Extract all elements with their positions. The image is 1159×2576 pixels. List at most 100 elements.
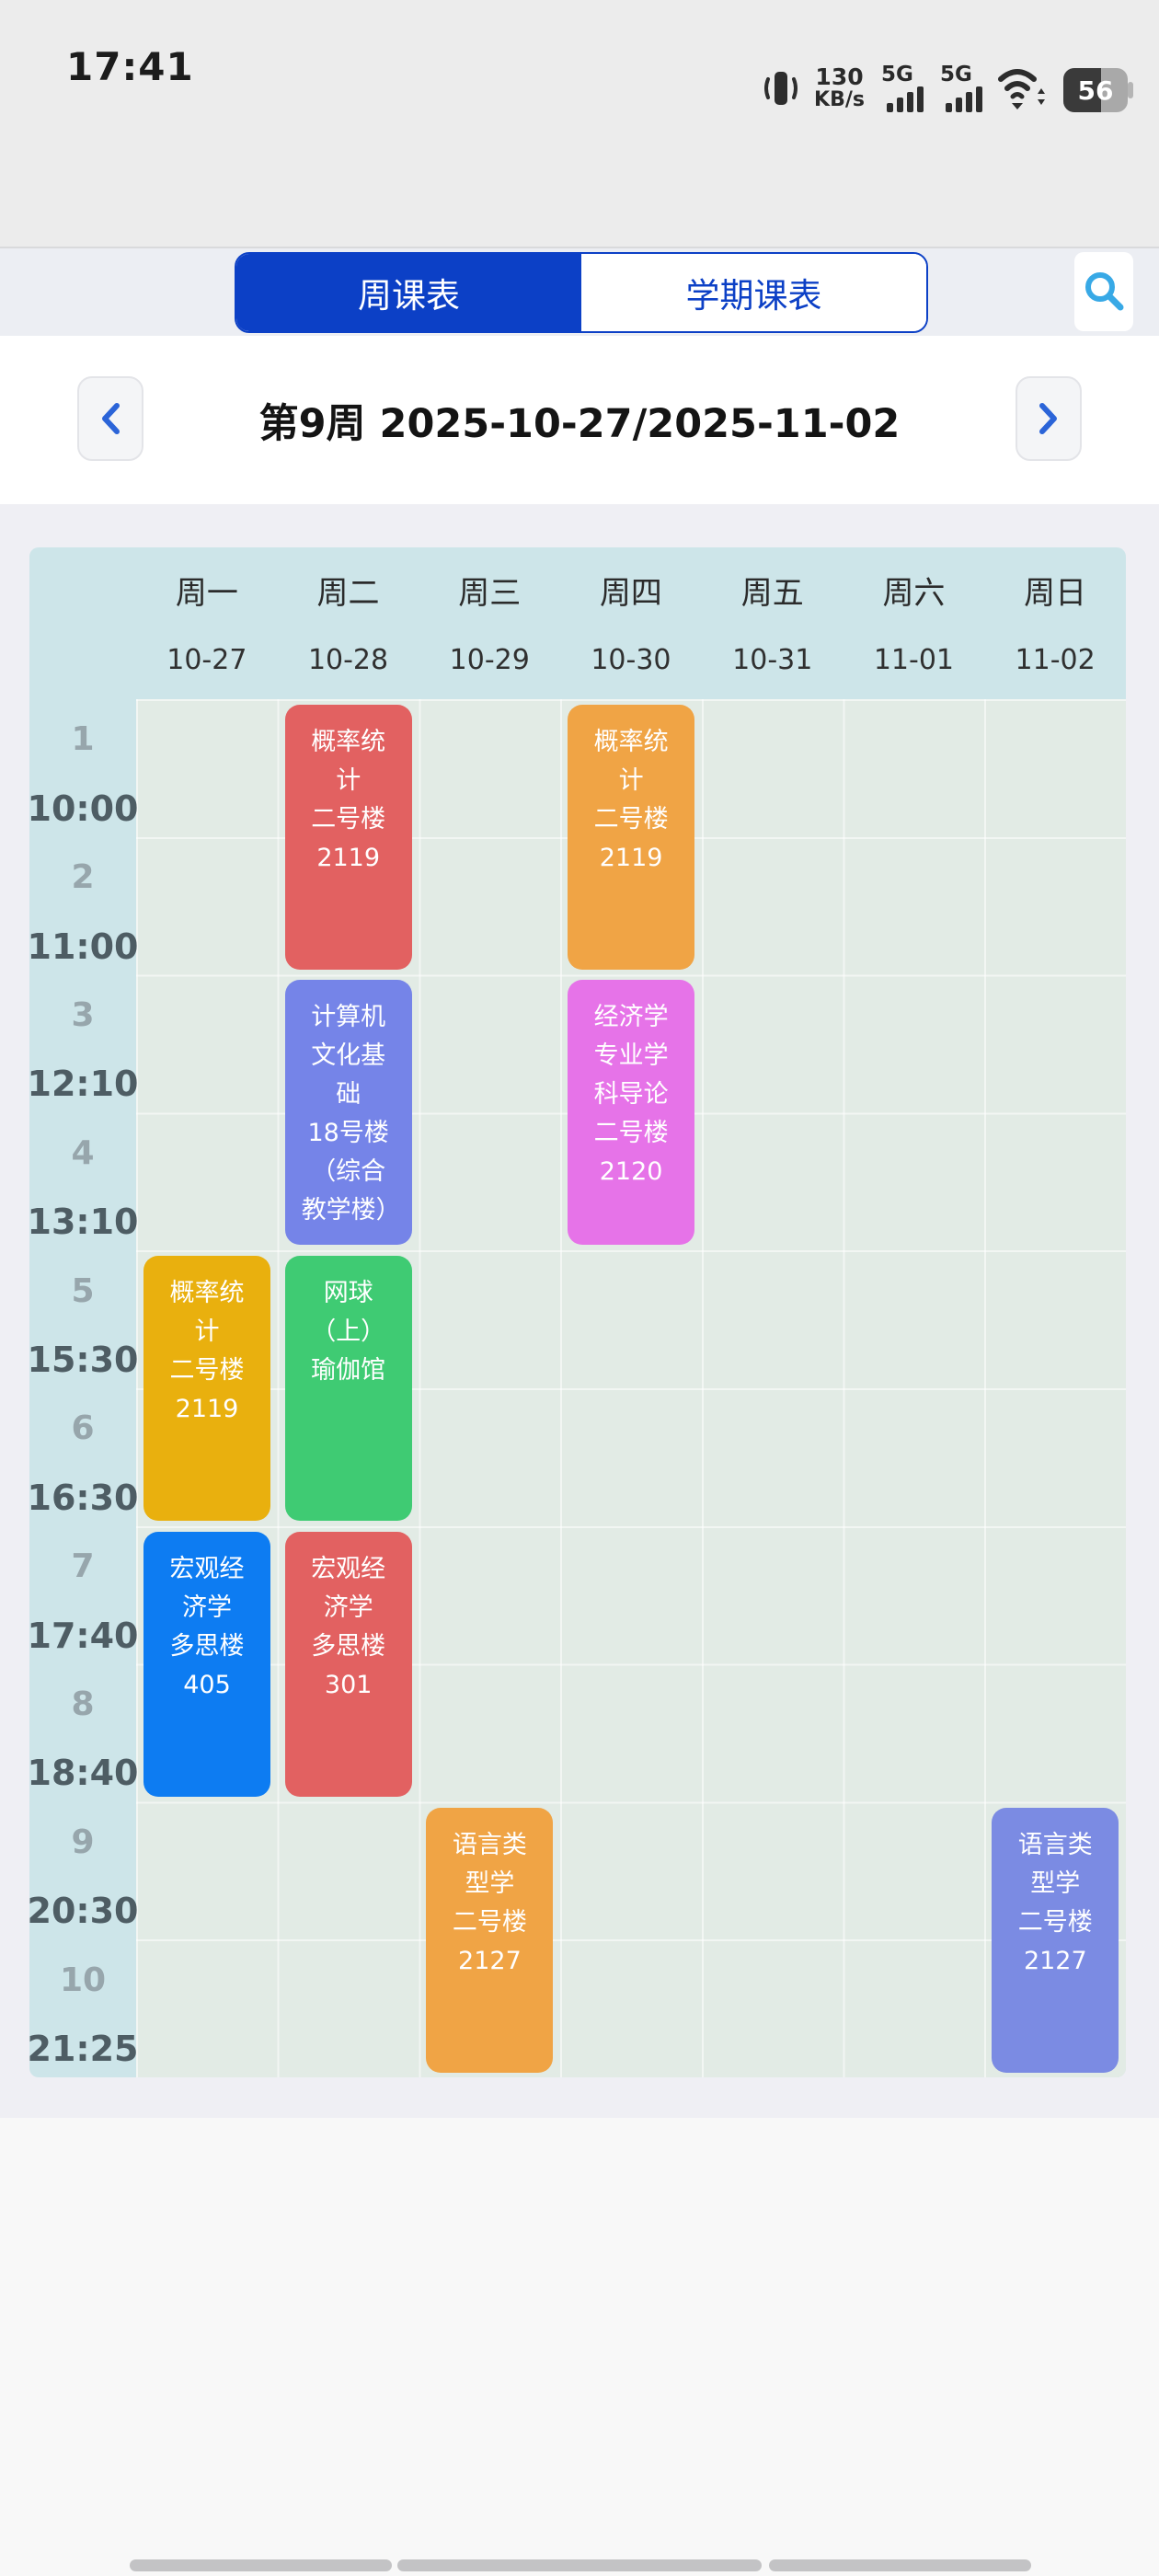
network-speed-value: 130 <box>815 63 864 90</box>
day-label: 周三 <box>458 575 522 612</box>
day-label: 周四 <box>599 575 662 612</box>
course-room: 二号楼2127 <box>452 1908 527 1975</box>
course-block[interactable]: 宏观经济学多思楼405 <box>143 1532 270 1797</box>
day-label: 周二 <box>316 575 380 612</box>
period-time: 15:30 <box>29 1339 139 1380</box>
network-speed: 130 KB/s <box>814 63 865 114</box>
system-nav-bar <box>0 2559 1159 2572</box>
day-date: 10-29 <box>449 644 530 676</box>
course-room: 二号楼2120 <box>593 1119 669 1186</box>
period-row: 7 17:40 <box>29 1526 139 1664</box>
nav-bar-segment[interactable] <box>397 2559 762 2571</box>
status-clock: 17:41 <box>66 44 194 89</box>
course-room: 多思楼405 <box>169 1632 245 1699</box>
tab-bar: 周课表 学期课表 <box>0 247 1159 336</box>
course-room: 18号楼（综合教学楼） <box>301 1119 401 1225</box>
period-number: 4 <box>71 1133 95 1172</box>
status-bar: 17:41 130 KB/s 5G 5G <box>0 0 1159 120</box>
course-block[interactable]: 计算机文化基础 18号楼（综合教学楼） <box>284 980 412 1245</box>
day-header-tue: 周二 10-28 <box>278 547 419 699</box>
day-date: 10-28 <box>307 644 389 676</box>
course-room: 二号楼2119 <box>311 805 386 872</box>
signal-bars-icon: 5G <box>879 63 924 114</box>
period-number: 6 <box>71 1409 95 1448</box>
week-label: 第9周 2025-10-27/2025-11-02 <box>258 400 901 447</box>
course-block[interactable]: 概率统计 二号楼2119 <box>568 705 695 970</box>
tab-week-schedule[interactable]: 周课表 <box>236 254 581 331</box>
period-row: 10 21:25 <box>29 1939 139 2077</box>
period-time: 17:40 <box>29 1615 139 1656</box>
tab-semester-schedule[interactable]: 学期课表 <box>581 254 926 331</box>
signal-bars-icon: 5G <box>938 63 982 114</box>
wifi-icon <box>997 66 1049 114</box>
period-row: 5 15:30 <box>29 1250 139 1388</box>
period-number: 3 <box>71 995 95 1034</box>
period-row: 3 12:10 <box>29 975 139 1113</box>
period-row: 4 13:10 <box>29 1112 139 1250</box>
period-row: 2 11:00 <box>29 837 139 975</box>
day-header-sun: 周日 11-02 <box>984 547 1126 699</box>
day-label: 周日 <box>1024 575 1087 612</box>
next-week-button[interactable] <box>1016 376 1082 461</box>
course-name: 概率统计 <box>169 1279 245 1346</box>
week-nav: 第9周 2025-10-27/2025-11-02 <box>0 336 1159 504</box>
search-button[interactable] <box>1074 252 1133 331</box>
course-name: 宏观经济学 <box>311 1555 386 1622</box>
search-icon <box>1081 269 1127 315</box>
period-time: 16:30 <box>29 1477 139 1518</box>
day-header-thu: 周四 10-30 <box>560 547 702 699</box>
period-time: 20:30 <box>29 1891 139 1932</box>
period-time: 13:10 <box>29 1202 139 1243</box>
period-row: 6 16:30 <box>29 1388 139 1526</box>
course-block[interactable]: 语言类型学二号楼2127 <box>426 1808 554 2073</box>
signal-type-label: 5G <box>940 63 972 86</box>
day-date: 10-30 <box>591 644 671 676</box>
nav-bar-segment[interactable] <box>769 2559 1031 2571</box>
chevron-right-icon <box>1037 398 1061 439</box>
course-block[interactable]: 概率统计二号楼2119 <box>143 1256 270 1521</box>
timetable-grid: 周一 10-27 周二 10-28 周三 10-29 周四 10-30 周五 1… <box>29 547 1126 2077</box>
period-number: 7 <box>71 1547 95 1586</box>
period-number: 8 <box>71 1685 95 1723</box>
course-name: 语言类型学 <box>452 1831 527 1898</box>
course-name: 计算机文化基础 <box>311 1003 386 1109</box>
course-block[interactable]: 语言类型学二号楼2127 <box>992 1808 1119 2073</box>
chevron-left-icon <box>98 398 122 439</box>
day-date: 11-02 <box>1015 644 1096 676</box>
day-label: 周六 <box>882 575 946 612</box>
course-room: 瑜伽馆 <box>311 1356 386 1385</box>
course-block[interactable]: 概率统计二号楼2119 <box>284 705 412 970</box>
period-number: 9 <box>71 1823 95 1861</box>
day-label: 周五 <box>740 575 804 612</box>
day-header-sat: 周六 11-01 <box>843 547 985 699</box>
course-name: 语言类型学 <box>1017 1831 1093 1898</box>
nav-bar-segment[interactable] <box>130 2559 392 2571</box>
signal-type-label: 5G <box>881 63 913 86</box>
course-room: 二号楼2127 <box>1017 1908 1093 1975</box>
vibrate-icon <box>763 68 799 114</box>
status-icons: 130 KB/s 5G 5G 56 <box>763 44 1133 114</box>
prev-week-button[interactable] <box>77 376 143 461</box>
period-number: 10 <box>59 1961 107 1999</box>
network-speed-unit: KB/s <box>814 87 865 111</box>
period-row: 8 18:40 <box>29 1664 138 1802</box>
course-room: 二号楼2119 <box>169 1356 245 1423</box>
period-row: 1 10:00 <box>29 699 138 837</box>
period-number: 1 <box>71 720 95 759</box>
time-column: 1 10:00 2 11:00 3 12:10 4 13:10 5 15:30 … <box>29 699 139 2077</box>
page-bottom-area <box>0 2118 1159 2576</box>
period-time: 11:00 <box>29 926 139 967</box>
battery-percent: 56 <box>1077 75 1114 106</box>
course-block[interactable]: 网球（上） 瑜伽馆 <box>284 1256 412 1521</box>
day-header-fri: 周五 10-31 <box>702 547 843 699</box>
course-name: 宏观经济学 <box>169 1555 245 1622</box>
period-time: 12:10 <box>29 1064 139 1105</box>
course-block[interactable]: 宏观经济学多思楼301 <box>284 1532 412 1797</box>
course-block[interactable]: 经济学专业学科导论二号楼2120 <box>568 980 695 1245</box>
course-name: 经济学专业学科导论 <box>593 1003 669 1109</box>
course-room: 多思楼301 <box>311 1632 386 1699</box>
day-header-mon: 周一 10-27 <box>136 547 278 699</box>
course-name: 概率统计 <box>311 728 386 795</box>
course-name: 概率统计 <box>593 728 669 795</box>
period-time: 21:25 <box>29 2028 139 2069</box>
